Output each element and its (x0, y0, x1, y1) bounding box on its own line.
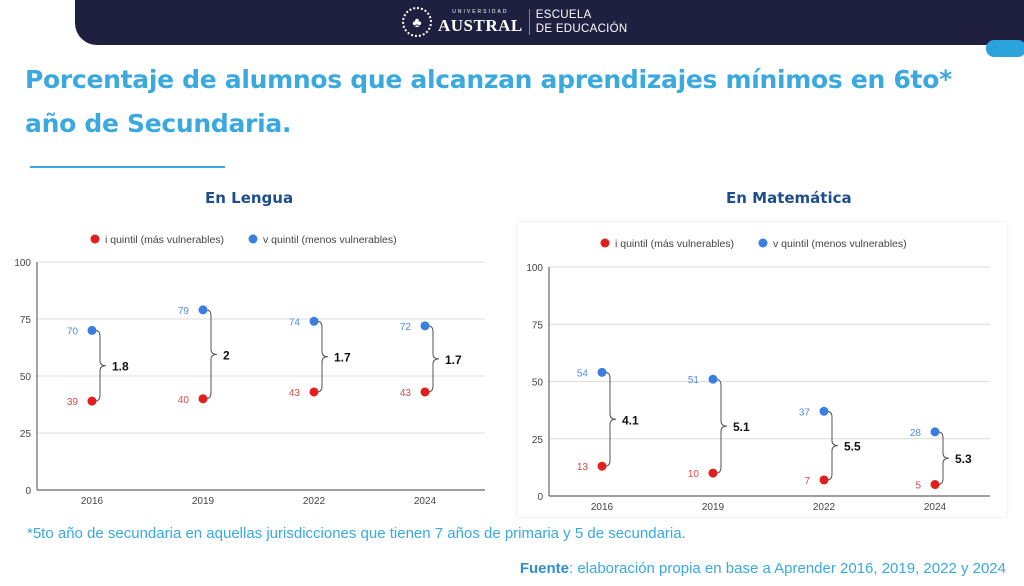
point-label: 74 (289, 317, 301, 328)
y-tick-label: 0 (25, 486, 31, 497)
legend-label: i quintil (más vulnerables) (615, 238, 734, 250)
point-label: 51 (688, 375, 700, 386)
gap-brace (205, 309, 218, 400)
x-tick-label: 2016 (591, 502, 614, 513)
point-label: 43 (400, 388, 412, 399)
gap-brace (604, 371, 617, 467)
source-note: Fuente: elaboración propia en base a Apr… (520, 560, 1006, 577)
title-underline (30, 166, 225, 168)
point-v-quintil (708, 374, 718, 384)
point-label: 40 (178, 395, 190, 406)
gap-brace (715, 378, 728, 474)
legend-label: v quintil (menos vulnerables) (263, 234, 397, 246)
point-label: 39 (67, 397, 79, 408)
gap-brace (826, 410, 839, 481)
gap-brace (94, 329, 107, 402)
gap-annotation: 2 (223, 348, 230, 362)
gap-annotation: 1.7 (445, 353, 462, 367)
y-tick-label: 100 (526, 263, 543, 274)
point-v-quintil (930, 427, 940, 437)
point-label: 43 (289, 388, 301, 399)
point-label: 28 (910, 428, 922, 439)
point-v-quintil (819, 406, 829, 416)
x-tick-label: 2019 (192, 496, 215, 507)
gap-annotation: 5.1 (733, 420, 750, 434)
point-label: 70 (67, 326, 79, 337)
legend-label: v quintil (menos vulnerables) (773, 238, 907, 250)
y-tick-label: 75 (532, 320, 544, 331)
school-line2: DE EDUCACIÓN (535, 23, 628, 35)
legend-marker (600, 238, 610, 248)
point-label: 13 (577, 462, 589, 473)
y-tick-label: 100 (14, 258, 31, 269)
point-i-quintil (87, 396, 97, 406)
footnote: *5to año de secundaria en aquellas juris… (27, 525, 686, 542)
point-label: 79 (178, 306, 190, 317)
x-tick-label: 2022 (303, 496, 326, 507)
point-v-quintil (420, 321, 430, 331)
header-bar (75, 0, 1024, 45)
x-tick-label: 2019 (702, 502, 725, 513)
x-tick-label: 2024 (414, 496, 437, 507)
point-i-quintil (930, 480, 940, 490)
source-label: Fuente (519, 560, 569, 577)
point-label: 54 (577, 368, 589, 379)
y-tick-label: 25 (20, 429, 32, 440)
x-tick-label: 2022 (813, 502, 836, 513)
point-label: 10 (688, 469, 700, 480)
gap-annotation: 4.1 (622, 413, 639, 427)
school-name: ESCUELA DE EDUCACIÓN (536, 8, 628, 36)
x-tick-label: 2024 (924, 502, 947, 513)
legend-marker (758, 238, 768, 248)
y-tick-label: 50 (532, 378, 544, 389)
accent-pill (986, 40, 1024, 57)
point-v-quintil (597, 367, 607, 377)
point-label: 5 (915, 481, 921, 492)
chart-title-matematica: En Matemática (726, 189, 852, 207)
point-i-quintil (198, 394, 208, 404)
point-v-quintil (309, 316, 319, 326)
gap-brace (937, 431, 950, 486)
gap-annotation: 1.7 (334, 351, 351, 365)
university-logo: ♣ UNIVERSIDAD AUSTRAL ESCUELA DE EDUCACI… (402, 2, 628, 42)
logo-divider (528, 9, 530, 35)
point-v-quintil (87, 325, 97, 335)
source-text: : elaboración propia en base a Aprender … (568, 560, 1006, 577)
gap-brace (427, 325, 440, 393)
point-i-quintil (819, 475, 829, 485)
chart-title-lengua: En Lengua (205, 189, 294, 207)
gap-brace (316, 320, 329, 393)
x-tick-label: 2016 (81, 496, 104, 507)
legend-marker (90, 234, 100, 244)
gap-annotation: 5.5 (844, 440, 861, 454)
point-i-quintil (597, 461, 607, 471)
y-tick-label: 0 (537, 492, 543, 503)
point-i-quintil (309, 387, 319, 397)
gap-annotation: 5.3 (955, 452, 972, 466)
point-i-quintil (708, 468, 718, 478)
point-label: 72 (400, 322, 412, 333)
point-v-quintil (198, 305, 208, 315)
chart-lengua: 0 25 50 75 100 i quintil (más vulnerables) v q… (5, 222, 495, 512)
point-label: 7 (804, 476, 810, 487)
y-tick-label: 50 (20, 372, 32, 383)
gap-annotation: 1.8 (112, 360, 129, 374)
school-line1: ESCUELA (535, 9, 592, 21)
university-small-label: UNIVERSIDAD (452, 9, 509, 15)
y-tick-label: 25 (532, 435, 544, 446)
legend-marker (248, 234, 258, 244)
university-seal-icon: ♣ (402, 7, 432, 37)
point-label: 37 (799, 407, 811, 418)
university-name: AUSTRAL (438, 16, 523, 35)
legend-label: i quintil (más vulnerables) (105, 234, 224, 246)
page-title: Porcentaje de alumnos que alcanzan apren… (25, 65, 952, 138)
point-i-quintil (420, 387, 430, 397)
y-tick-label: 75 (20, 315, 32, 326)
